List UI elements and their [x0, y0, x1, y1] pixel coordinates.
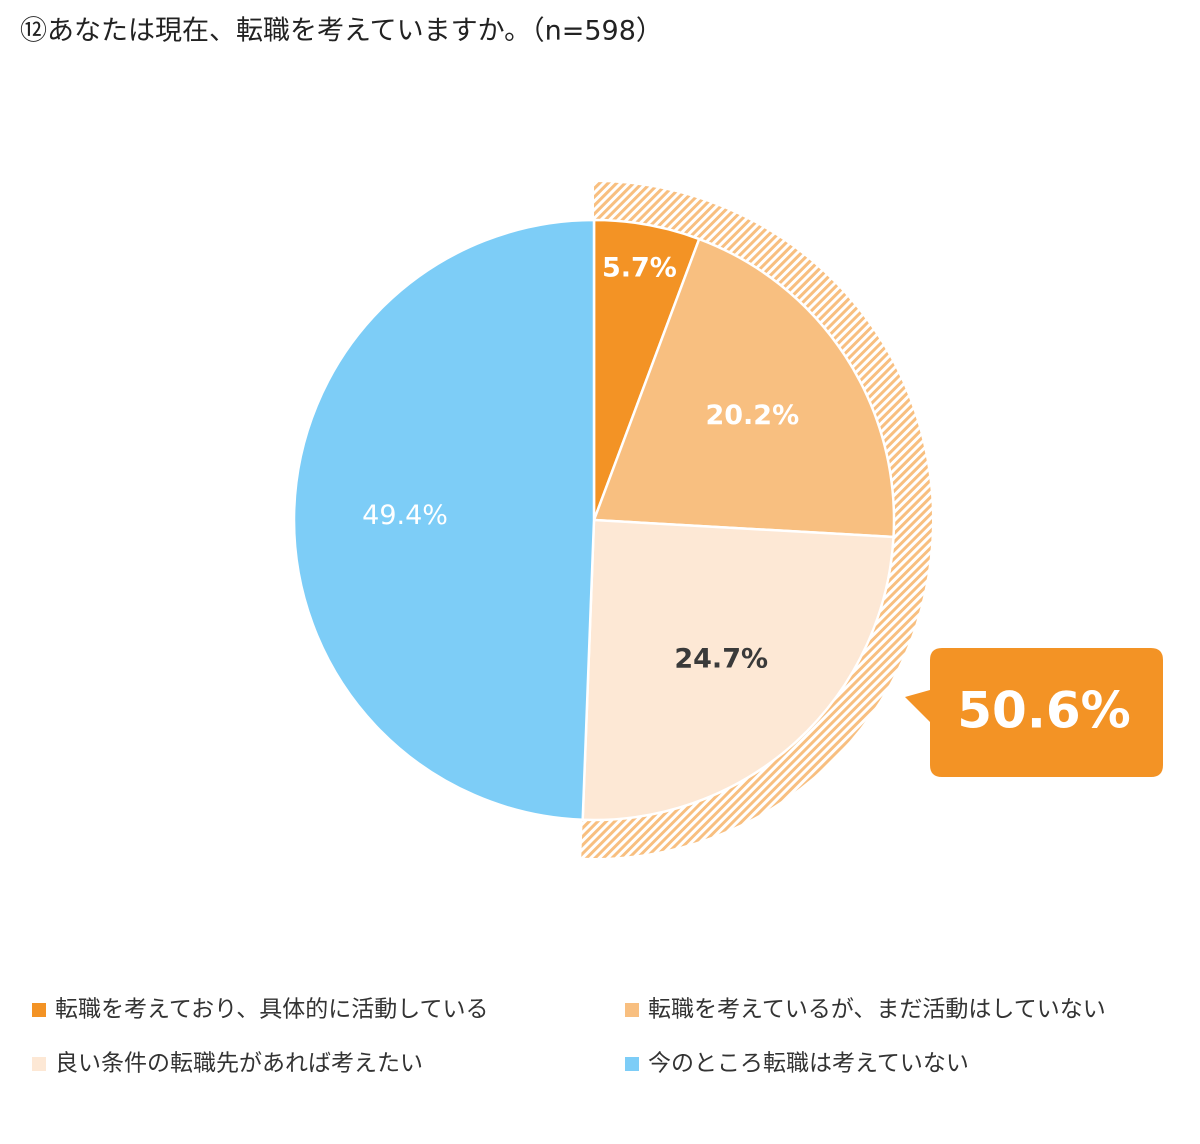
hatch-ring [581, 182, 933, 859]
legend-swatch [32, 1003, 46, 1017]
legend-swatch [32, 1057, 46, 1071]
value-label: 49.4% [362, 500, 448, 531]
legend-swatch [625, 1057, 639, 1071]
legend-label: 転職を考えているが、まだ活動はしていない [648, 997, 1106, 1023]
pie-slice [592, 237, 896, 539]
chart-title: ⑫あなたは現在、転職を考えていますか。（n=598） [20, 16, 663, 47]
legend-label: 転職を考えており、具体的に活動している [55, 997, 489, 1023]
legend-label: 良い条件の転職先があれば考えたい [55, 1051, 423, 1077]
legend-swatch [625, 1003, 639, 1017]
callout-box [905, 648, 1163, 777]
pie-slice [581, 518, 895, 822]
value-label: 5.7% [602, 253, 677, 284]
callout-text: 50.6% [957, 682, 1130, 740]
value-label: 20.2% [705, 400, 799, 431]
pie-slice [292, 218, 596, 822]
legend-label: 今のところ転職は考えていない [648, 1051, 969, 1077]
value-label: 24.7% [674, 643, 768, 674]
